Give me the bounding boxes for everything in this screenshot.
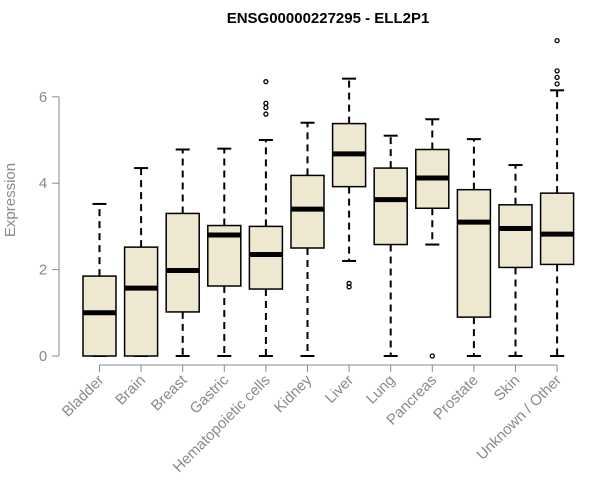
y-axis: 0 2 4 6 [39,89,60,365]
y-tick-label: 4 [39,175,47,192]
box-11 [539,37,575,357]
x-tick-label: Bladder [59,372,108,421]
box-rect [82,275,117,357]
box-rect [539,192,575,266]
box-rect [290,174,325,249]
box-rect [248,225,284,290]
box-rect [373,167,408,246]
x-tick-label: Lung [363,372,399,408]
box-rect [498,204,533,269]
outlier-point [263,79,269,85]
outlier-point [346,280,352,287]
x-tick-label: Kidney [271,371,316,416]
box-rect [123,246,159,357]
box-0 [82,202,117,357]
box-1 [123,167,159,357]
x-tick-label: Breast [148,371,191,414]
box-9 [456,138,492,357]
outlier-point [429,353,435,359]
y-tick-label: 2 [39,262,47,279]
box-3 [207,147,242,357]
box-5 [290,121,325,357]
outlier-point [263,100,269,106]
y-tick-label: 6 [39,89,47,106]
box-6 [331,77,367,290]
boxes-group [82,37,575,359]
box-rect [456,188,492,318]
outlier-point [554,74,560,81]
outlier-point [554,68,560,74]
box-10 [498,164,533,357]
x-tick-label: Skin [491,372,524,405]
outlier-point [554,81,560,87]
box-7 [373,134,408,357]
x-tick-label: Brain [112,372,149,409]
x-tick-label: Prostate [430,372,482,424]
x-tick-label: Liver [322,372,357,407]
outlier-point [263,111,269,117]
box-rect [165,212,200,313]
box-4 [248,79,284,357]
box-8 [415,118,450,359]
outlier-point [554,37,560,44]
box-2 [165,148,200,357]
chart-title: ENSG00000227295 - ELL2P1 [227,10,430,27]
y-axis-label: Expression [2,163,19,237]
y-tick-label: 0 [39,348,47,365]
outlier-point [263,104,269,111]
